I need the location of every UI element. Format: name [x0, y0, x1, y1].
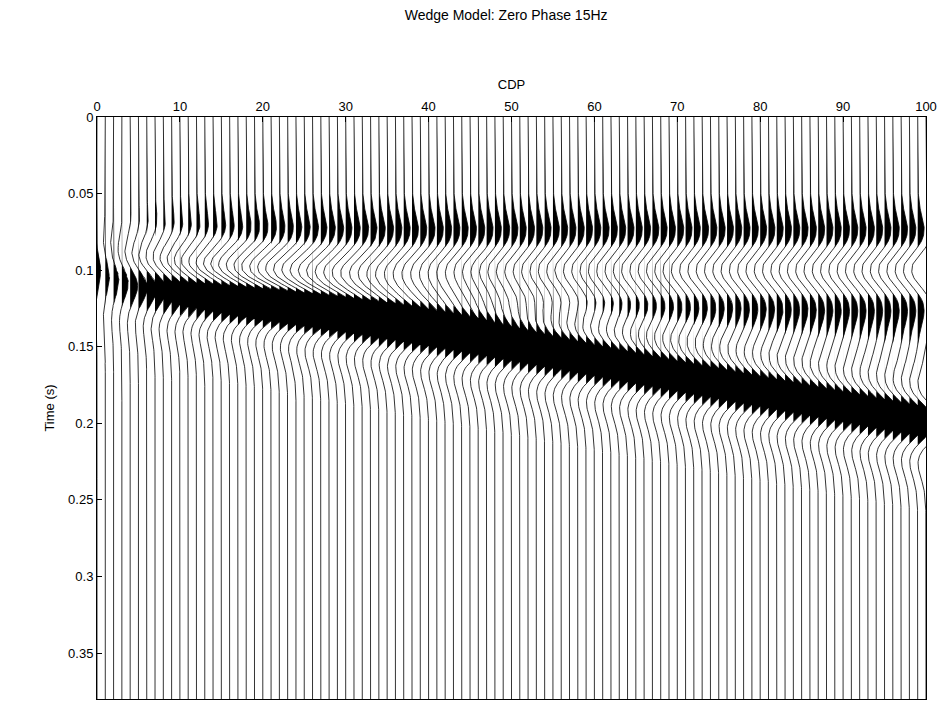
svg-text:0.1: 0.1: [75, 263, 93, 278]
svg-text:0.3: 0.3: [75, 569, 93, 584]
svg-text:60: 60: [587, 99, 601, 114]
svg-text:Wedge Model: Zero Phase 15Hz: Wedge Model: Zero Phase 15Hz: [405, 7, 608, 23]
svg-text:0.25: 0.25: [68, 492, 93, 507]
svg-text:30: 30: [338, 99, 352, 114]
svg-text:90: 90: [836, 99, 850, 114]
svg-text:0.05: 0.05: [68, 186, 93, 201]
svg-text:CDP: CDP: [498, 77, 525, 92]
svg-text:50: 50: [504, 99, 518, 114]
svg-text:10: 10: [173, 99, 187, 114]
svg-text:40: 40: [421, 99, 435, 114]
svg-text:20: 20: [256, 99, 270, 114]
svg-text:100: 100: [915, 99, 937, 114]
svg-text:0: 0: [86, 110, 93, 125]
svg-text:Time (s): Time (s): [42, 384, 57, 431]
svg-text:80: 80: [753, 99, 767, 114]
svg-text:0: 0: [93, 99, 100, 114]
svg-text:0.2: 0.2: [75, 416, 93, 431]
svg-text:0.35: 0.35: [68, 646, 93, 661]
svg-text:70: 70: [670, 99, 684, 114]
svg-text:0.15: 0.15: [68, 339, 93, 354]
